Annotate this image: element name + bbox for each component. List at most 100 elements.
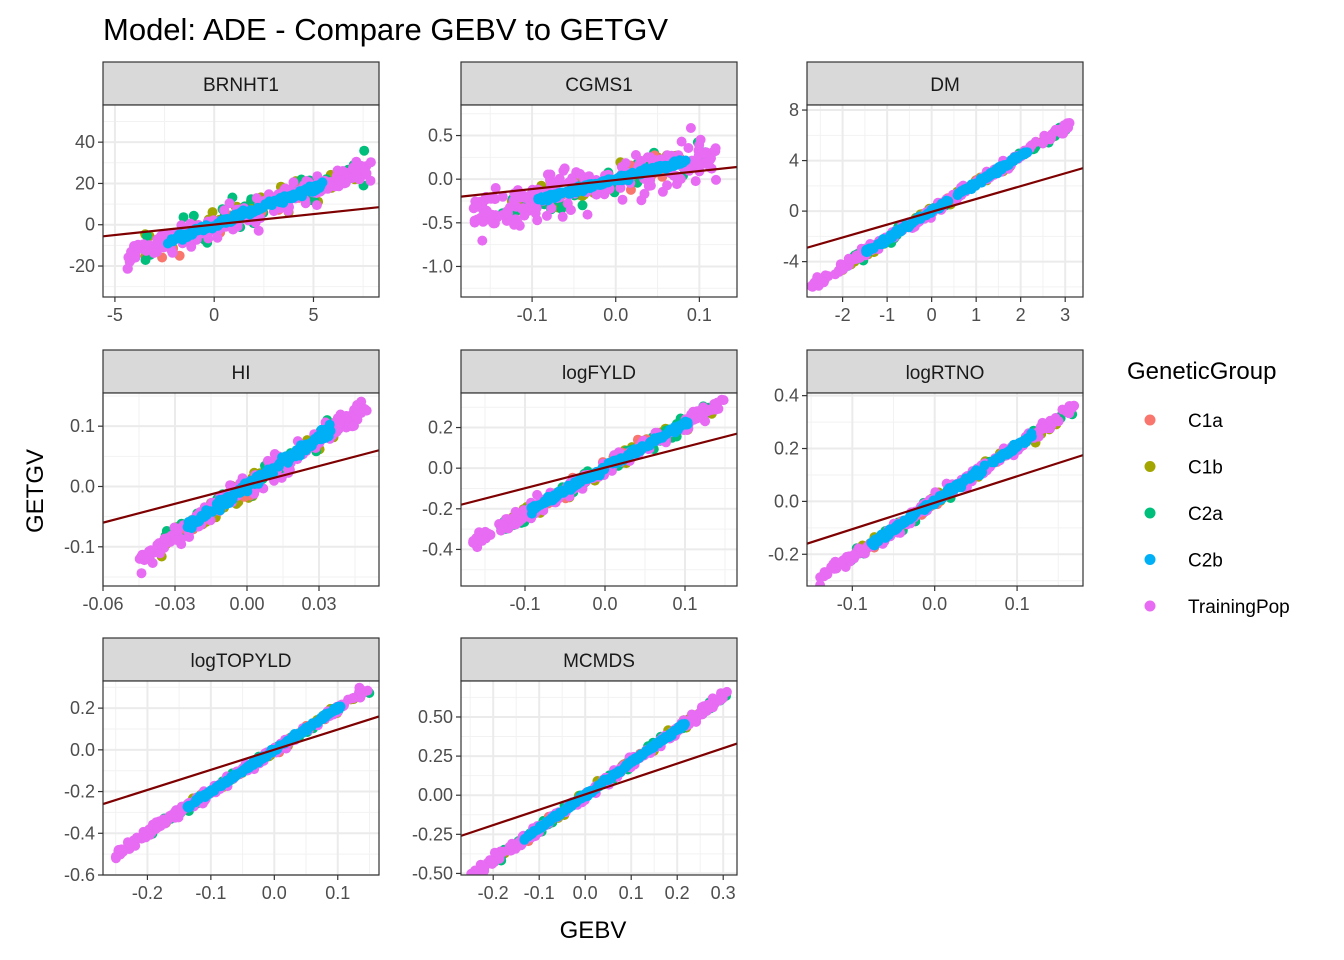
x-tick-label: 0.2 bbox=[665, 883, 690, 903]
data-point bbox=[327, 706, 338, 717]
fit-line bbox=[103, 715, 379, 806]
data-point bbox=[519, 192, 530, 203]
data-point bbox=[1037, 423, 1048, 434]
data-point bbox=[721, 686, 732, 697]
data-point bbox=[351, 403, 362, 414]
data-point bbox=[606, 772, 616, 783]
data-point bbox=[302, 725, 313, 736]
data-point bbox=[159, 533, 170, 544]
data-point bbox=[559, 806, 570, 817]
data-point bbox=[488, 218, 499, 229]
facet-label: logFYLD bbox=[562, 363, 636, 384]
legend-title: GeneticGroup bbox=[1127, 358, 1276, 385]
data-point bbox=[140, 832, 151, 843]
data-point bbox=[662, 180, 673, 191]
y-tick-label: 0 bbox=[85, 215, 95, 235]
y-tick-label: -0.2 bbox=[768, 544, 799, 564]
data-point bbox=[211, 782, 222, 793]
data-point bbox=[324, 424, 335, 435]
y-tick-label: 0 bbox=[789, 201, 799, 221]
x-tick-label: -1 bbox=[879, 305, 895, 325]
point-layer bbox=[110, 682, 375, 864]
x-tick-label: 0.1 bbox=[325, 883, 350, 903]
data-point bbox=[365, 175, 376, 186]
data-point bbox=[227, 494, 238, 505]
data-point bbox=[257, 753, 268, 764]
data-point bbox=[638, 441, 649, 452]
data-point bbox=[558, 165, 569, 176]
fit-line bbox=[103, 449, 379, 524]
data-point bbox=[512, 840, 523, 851]
data-point bbox=[526, 502, 537, 513]
data-point bbox=[131, 832, 142, 843]
x-tick-label: 0.0 bbox=[603, 305, 628, 325]
data-point bbox=[623, 175, 634, 186]
x-tick-label: 0.1 bbox=[1005, 594, 1030, 614]
y-tick-label: -0.4 bbox=[64, 823, 95, 843]
data-point bbox=[288, 177, 299, 188]
x-tick-label: 0.0 bbox=[922, 594, 947, 614]
data-point bbox=[690, 176, 701, 187]
x-tick-label: 0.0 bbox=[262, 883, 287, 903]
legend-item: C2a bbox=[1144, 504, 1223, 525]
facet-panel: logFYLD -0.1 0.0 0.1 -0.4 -0.2 0.0 0.2 bbox=[422, 349, 738, 614]
data-point bbox=[556, 188, 567, 199]
data-point bbox=[1022, 433, 1033, 444]
data-point bbox=[683, 143, 694, 153]
data-point bbox=[706, 404, 717, 415]
legend-item: C1b bbox=[1144, 458, 1223, 479]
y-tick-label: 0.4 bbox=[774, 386, 799, 406]
data-point bbox=[554, 173, 565, 184]
data-point bbox=[252, 202, 263, 213]
data-point bbox=[835, 259, 846, 270]
data-point bbox=[243, 761, 254, 772]
data-point bbox=[477, 235, 488, 246]
y-tick-label: -0.2 bbox=[64, 782, 95, 802]
data-point bbox=[207, 207, 218, 218]
data-point bbox=[167, 247, 178, 258]
data-point bbox=[475, 859, 486, 870]
data-point bbox=[490, 183, 501, 193]
data-point bbox=[952, 190, 963, 201]
data-point bbox=[836, 556, 847, 567]
data-point bbox=[510, 506, 521, 517]
data-point bbox=[313, 716, 324, 727]
fit-line bbox=[461, 742, 737, 837]
data-point bbox=[989, 455, 1000, 465]
point-layer bbox=[468, 394, 729, 553]
panel-border bbox=[102, 680, 380, 876]
plot-background bbox=[103, 105, 379, 297]
data-point bbox=[678, 157, 688, 168]
x-tick-label: 0.3 bbox=[711, 883, 736, 903]
x-tick-label: -0.1 bbox=[837, 594, 868, 614]
y-tick-label: 4 bbox=[789, 151, 799, 171]
data-point bbox=[903, 222, 914, 233]
data-point bbox=[843, 253, 854, 264]
data-point bbox=[944, 483, 955, 494]
data-point bbox=[615, 182, 626, 193]
y-tick-label: -0.6 bbox=[64, 865, 95, 885]
data-point bbox=[502, 206, 513, 217]
data-point bbox=[141, 245, 152, 256]
legend-swatch bbox=[1144, 507, 1156, 519]
data-point bbox=[496, 525, 506, 536]
x-tick-label: -0.1 bbox=[195, 883, 226, 903]
y-tick-label: 0.2 bbox=[774, 439, 799, 459]
x-tick-label: -0.06 bbox=[82, 594, 123, 614]
data-point bbox=[546, 203, 557, 214]
data-point bbox=[509, 219, 520, 230]
data-point bbox=[164, 812, 175, 823]
data-point bbox=[468, 536, 479, 546]
y-tick-label: -0.2 bbox=[422, 499, 453, 519]
data-point bbox=[656, 736, 667, 746]
data-point bbox=[584, 171, 595, 182]
data-point bbox=[212, 232, 223, 243]
y-tick-label: 0.2 bbox=[428, 418, 453, 438]
data-point bbox=[347, 421, 358, 432]
facet-panel: logRTNO -0.1 0.0 0.1 -0.2 0.0 0.2 0.4 bbox=[768, 349, 1084, 614]
data-point bbox=[718, 395, 729, 406]
legend-label: TrainingPop bbox=[1188, 597, 1290, 618]
data-point bbox=[203, 233, 214, 244]
facet-label: CGMS1 bbox=[565, 75, 633, 96]
